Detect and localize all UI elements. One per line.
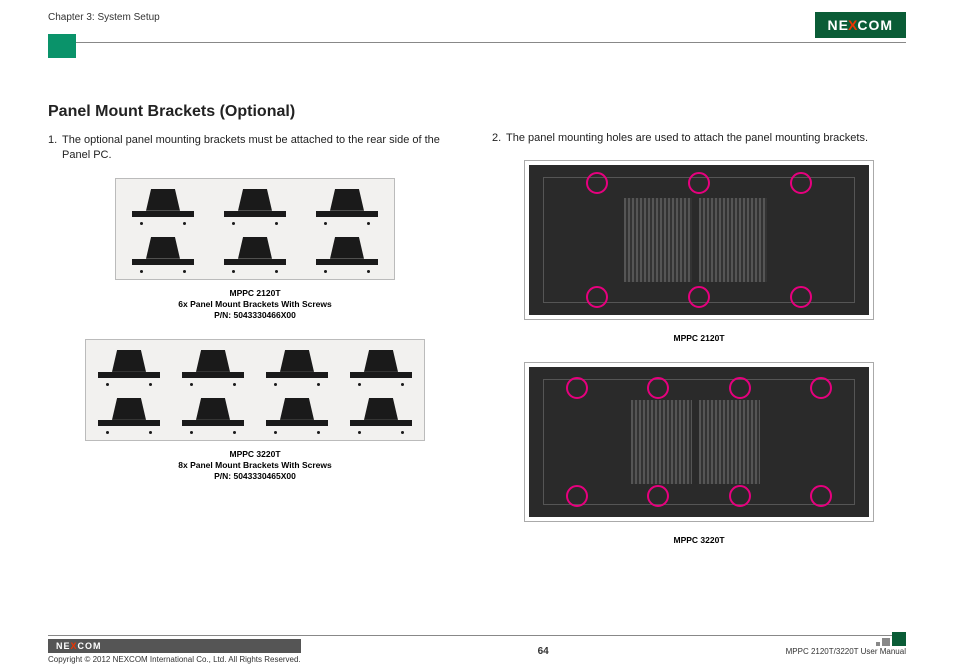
mounting-hole-marker [647, 485, 669, 507]
heatsink-icon [699, 198, 767, 282]
mounting-hole-marker [790, 286, 812, 308]
bracket-icon [224, 233, 286, 273]
right-column: 2. The panel mounting holes are used to … [492, 103, 906, 564]
figure-brackets-6x: MPPC 2120T 6x Panel Mount Brackets With … [48, 178, 462, 321]
mounting-hole-marker [810, 377, 832, 399]
mounting-hole-marker [729, 485, 751, 507]
chapter-label: Chapter 3: System Setup [48, 12, 160, 23]
section-title: Panel Mount Brackets (Optional) [48, 103, 462, 121]
figure-panel-3220t: MPPC 3220T [492, 362, 906, 546]
panel-photo-box [524, 362, 874, 522]
figure-caption: MPPC 2120T [492, 333, 906, 344]
bracket-icon [182, 394, 244, 434]
bracket-icon [350, 394, 412, 434]
page-header: Chapter 3: System Setup NEXCOM [0, 0, 954, 38]
mounting-hole-marker [729, 377, 751, 399]
left-column: Panel Mount Brackets (Optional) 1. The o… [48, 103, 462, 564]
bracket-icon [350, 346, 412, 386]
mounting-hole-marker [566, 377, 588, 399]
step-text: The panel mounting holes are used to att… [506, 131, 868, 146]
step-2: 2. The panel mounting holes are used to … [492, 131, 906, 146]
step-number: 2. [492, 131, 506, 146]
heatsink-icon [699, 400, 760, 484]
manual-name: MPPC 2120T/3220T User Manual [786, 647, 906, 656]
page-footer: NEXCOM Copyright © 2012 NEXCOM Internati… [48, 635, 906, 664]
copyright-text: Copyright © 2012 NEXCOM International Co… [48, 655, 301, 664]
step-1: 1. The optional panel mounting brackets … [48, 133, 462, 164]
bracket-icon [132, 233, 194, 273]
bracket-icon [266, 394, 328, 434]
bracket-icon [98, 394, 160, 434]
bracket-icon [266, 346, 328, 386]
bracket-icon [132, 185, 194, 225]
figure-caption: MPPC 3220T 8x Panel Mount Brackets With … [48, 449, 462, 482]
footer-decoration-icon [876, 632, 906, 646]
bracket-icon [224, 185, 286, 225]
green-accent-block [48, 34, 76, 58]
panel-rear-2120t [529, 165, 869, 315]
bracket-icon [316, 233, 378, 273]
page-number: 64 [538, 646, 549, 657]
mounting-hole-marker [790, 172, 812, 194]
panel-rear-3220t [529, 367, 869, 517]
footer-rule [48, 635, 906, 636]
bracket-photo-6x [115, 178, 395, 280]
nexcom-logo: NEXCOM [815, 12, 906, 38]
mounting-hole-marker [688, 286, 710, 308]
mounting-hole-marker [586, 172, 608, 194]
figure-caption: MPPC 2120T 6x Panel Mount Brackets With … [48, 288, 462, 321]
mounting-hole-marker [688, 172, 710, 194]
mounting-hole-marker [566, 485, 588, 507]
figure-caption: MPPC 3220T [492, 535, 906, 546]
mounting-hole-marker [586, 286, 608, 308]
bracket-icon [182, 346, 244, 386]
bracket-photo-8x [85, 339, 425, 441]
step-number: 1. [48, 133, 62, 164]
mounting-hole-marker [810, 485, 832, 507]
heatsink-icon [624, 198, 692, 282]
nexcom-footer-logo: NEXCOM [48, 639, 301, 653]
heatsink-icon [631, 400, 692, 484]
figure-brackets-8x: MPPC 3220T 8x Panel Mount Brackets With … [48, 339, 462, 482]
bracket-icon [316, 185, 378, 225]
main-content: Panel Mount Brackets (Optional) 1. The o… [0, 43, 954, 564]
bracket-icon [98, 346, 160, 386]
mounting-hole-marker [647, 377, 669, 399]
figure-panel-2120t: MPPC 2120T [492, 160, 906, 344]
panel-photo-box [524, 160, 874, 320]
step-text: The optional panel mounting brackets mus… [62, 133, 462, 164]
